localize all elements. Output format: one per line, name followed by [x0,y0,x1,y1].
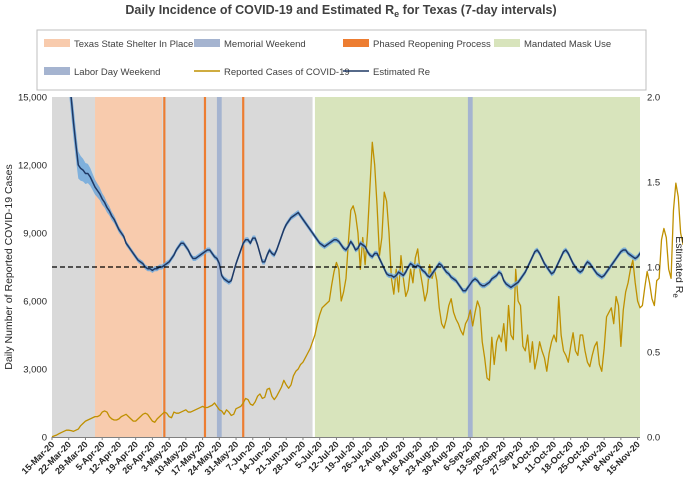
legend-swatch-laborday [44,67,70,75]
y-left-tick-label: 6,000 [23,297,47,308]
legend-swatch-reopening [343,39,369,47]
y-axis-left-label: Daily Number of Reported COVID-19 Cases [3,164,15,369]
legend-swatch-shelter [44,39,70,47]
legend-label-memorial: Memorial Weekend [224,39,306,50]
y-axis-right: 0.0 0.5 1.0 1.5 2.0 [647,93,660,444]
y-right-tick-label: 1.5 [647,178,660,189]
y-axis-left: 0 3,000 6,000 9,000 12,000 15,000 [18,93,47,444]
x-axis-ticks: 15-Mar-2022-Mar-2029-Mar-205-Apr-2012-Ap… [20,437,642,477]
legend-label-reopening: Phased Reopening Process [373,39,491,50]
legend-frame [36,29,647,91]
legend-swatch-mask [494,39,520,47]
legend-label-mask: Mandated Mask Use [524,39,611,50]
y-axis-right-label: Estimated Re [671,236,683,298]
legend-item-mask: Mandated Mask Use [494,39,611,50]
legend-label-cases: Reported Cases of COVID-19 [224,67,350,78]
y-right-tick-label: 0.0 [647,433,660,444]
legend-label-shelter: Texas State Shelter In Place [74,39,193,50]
legend-label-laborday: Labor Day Weekend [74,67,160,78]
data-series [51,97,683,438]
legend-item-memorial: Memorial Weekend [194,39,306,50]
legend-swatch-memorial [194,39,220,47]
legend: Texas State Shelter In Place Memorial We… [36,29,647,91]
legend-item-laborday: Labor Day Weekend [44,67,160,78]
legend-label-re: Estimated Re [373,67,430,78]
y-left-tick-label: 9,000 [23,229,47,240]
legend-item-re: Estimated Re [343,67,430,78]
legend-item-reopening: Phased Reopening Process [343,39,491,50]
y-right-tick-label: 0.5 [647,348,660,359]
y-left-tick-label: 12,000 [18,161,47,172]
series-line-reported-cases [51,141,683,438]
y-right-tick-label: 1.0 [647,263,660,274]
legend-item-shelter: Texas State Shelter In Place [44,39,193,50]
y-left-tick-label: 15,000 [18,93,47,104]
y-left-tick-label: 0 [42,433,47,444]
y-right-tick-label: 2.0 [647,93,660,104]
legend-item-cases: Reported Cases of COVID-19 [194,67,350,78]
series-line-estimated-re [70,97,640,292]
chart-title: Daily Incidence of COVID-19 and Estimate… [125,3,556,19]
y-left-tick-label: 3,000 [23,365,47,376]
